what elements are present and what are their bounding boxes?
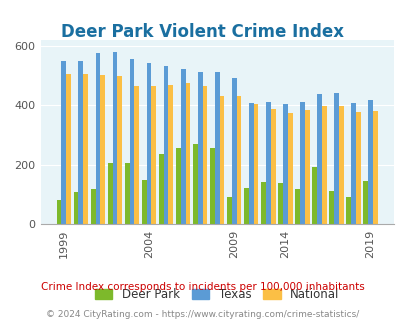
Bar [141, 180, 146, 224]
Bar [91, 189, 95, 224]
Bar [260, 182, 265, 224]
Bar [338, 106, 343, 224]
Bar [146, 63, 151, 224]
Bar [294, 189, 299, 224]
Bar [321, 106, 326, 224]
Bar [333, 93, 338, 224]
Bar [74, 192, 78, 224]
Text: Crime Index corresponds to incidents per 100,000 inhabitants: Crime Index corresponds to incidents per… [41, 282, 364, 292]
Bar [355, 112, 360, 224]
Bar [209, 148, 214, 224]
Bar [185, 83, 190, 224]
Bar [236, 96, 241, 224]
Bar [304, 110, 309, 224]
Bar [328, 191, 333, 224]
Bar [61, 61, 66, 224]
Bar [129, 59, 134, 224]
Text: © 2024 CityRating.com - https://www.cityrating.com/crime-statistics/: © 2024 CityRating.com - https://www.city… [46, 310, 359, 319]
Bar [362, 181, 367, 224]
Bar [175, 148, 180, 224]
Bar [197, 72, 202, 224]
Bar [282, 104, 287, 224]
Legend: Deer Park, Texas, National: Deer Park, Texas, National [89, 282, 345, 307]
Bar [253, 104, 258, 224]
Bar [57, 200, 61, 224]
Bar [350, 103, 355, 224]
Bar [158, 154, 163, 224]
Bar [124, 163, 129, 224]
Bar [367, 100, 372, 224]
Bar [117, 76, 122, 224]
Text: Deer Park Violent Crime Index: Deer Park Violent Crime Index [61, 23, 344, 41]
Bar [163, 66, 168, 224]
Bar [78, 61, 83, 224]
Bar [214, 72, 219, 224]
Bar [270, 109, 275, 224]
Bar [66, 74, 71, 224]
Bar [287, 113, 292, 224]
Bar [299, 102, 304, 224]
Bar [168, 85, 173, 224]
Bar [112, 51, 117, 224]
Bar [277, 183, 282, 224]
Bar [219, 96, 224, 224]
Bar [243, 188, 248, 224]
Bar [192, 144, 197, 224]
Bar [100, 75, 105, 224]
Bar [107, 163, 112, 224]
Bar [95, 53, 100, 224]
Bar [372, 111, 377, 224]
Bar [151, 86, 156, 224]
Bar [226, 197, 231, 224]
Bar [180, 69, 185, 224]
Bar [83, 74, 88, 224]
Bar [265, 102, 270, 224]
Bar [134, 86, 139, 224]
Bar [316, 94, 321, 224]
Bar [231, 78, 236, 224]
Bar [202, 86, 207, 224]
Bar [345, 197, 350, 224]
Bar [248, 103, 253, 224]
Bar [311, 167, 316, 224]
